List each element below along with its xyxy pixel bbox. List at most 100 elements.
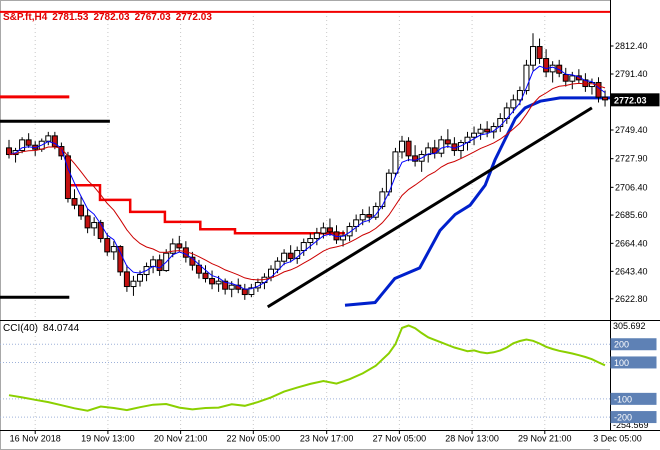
- time-axis-label: 22 Nov 05:00: [227, 434, 281, 444]
- candle-body: [248, 287, 255, 296]
- price-axis-label: 2727.90: [615, 154, 648, 164]
- candle-body: [569, 75, 576, 82]
- time-axis-label: 20 Nov 21:00: [154, 434, 208, 444]
- candle-body: [392, 151, 399, 174]
- time-axis-label: 23 Nov 17:00: [300, 434, 354, 444]
- ohlc-low: 2767.03: [134, 12, 171, 23]
- ohlc-open: 2781.53: [52, 12, 89, 23]
- candle-body: [399, 140, 405, 153]
- candle-body: [274, 260, 281, 270]
- candle-body: [228, 284, 235, 290]
- candle-body: [169, 243, 176, 254]
- time-axis-label: 29 Nov 21:00: [518, 434, 572, 444]
- candle-body: [84, 215, 91, 229]
- candle-body: [602, 96, 609, 101]
- candle-body: [307, 238, 314, 244]
- candle-body: [510, 99, 517, 109]
- candle-body: [379, 191, 386, 208]
- candle-body: [117, 246, 124, 273]
- candle-body: [287, 252, 294, 260]
- candle-body: [110, 246, 117, 253]
- price-axis-label: 2622.80: [615, 294, 648, 304]
- candle-body: [346, 226, 353, 237]
- candle-body: [516, 90, 523, 101]
- candle-body: [6, 147, 12, 156]
- symbol-period-label: S&P.ft,H4: [3, 12, 48, 23]
- ma-slow-line: [8, 82, 606, 281]
- cci-name: CCI(40): [3, 323, 39, 334]
- candle-body: [202, 272, 209, 280]
- candle-body: [477, 128, 484, 134]
- candle-body: [71, 198, 78, 206]
- price-axis-background: [610, 0, 660, 450]
- cci-level-badge-label: 200: [614, 340, 629, 350]
- candle-body: [281, 252, 288, 262]
- candle-body: [300, 242, 307, 252]
- candle-body: [176, 243, 183, 249]
- candle-body: [78, 204, 85, 217]
- cci-level-badge-label: -200: [614, 413, 632, 423]
- candle-body: [137, 274, 143, 282]
- blue-step-line: [344, 96, 611, 307]
- current-price-badge: [610, 93, 660, 107]
- cci-level-badge: [610, 338, 657, 351]
- candle-body: [523, 64, 530, 92]
- price-axis-label: 2685.60: [615, 210, 648, 220]
- price-axis-label: 2706.40: [615, 182, 648, 192]
- candle-body: [530, 46, 536, 66]
- candle-body: [25, 139, 32, 146]
- cci-line: [8, 324, 606, 412]
- ma-fast-line: [8, 65, 606, 290]
- candle-body: [91, 222, 98, 229]
- candle-body: [444, 139, 451, 145]
- time-axis-label: 3 Dec 05:00: [593, 434, 642, 444]
- candle-body: [543, 58, 550, 73]
- candle-body: [425, 147, 432, 156]
- cci-indicator-label: CCI(40) 84.0744: [3, 323, 84, 334]
- cci-max-label: 305.692: [613, 321, 646, 331]
- cci-level-badge-label: -100: [614, 394, 632, 404]
- candle-body: [156, 259, 163, 272]
- candle-body: [359, 214, 366, 221]
- cci-min-label: -254.569: [613, 420, 649, 430]
- ohlc-close: 2772.03: [175, 12, 212, 23]
- price-axis-label: 2664.40: [615, 238, 648, 248]
- candle-body: [222, 280, 229, 290]
- candle-body: [313, 232, 320, 240]
- candle-body: [405, 140, 412, 157]
- cci-level-badge: [610, 411, 657, 424]
- candle-body: [536, 46, 543, 60]
- candle-body: [471, 132, 478, 138]
- price-axis-label: 2643.40: [615, 266, 648, 276]
- cci-level-badge-label: 100: [614, 358, 629, 368]
- candle-body: [320, 227, 327, 234]
- time-axis-label: 27 Nov 05:00: [373, 434, 427, 444]
- cci-level-badge: [610, 392, 657, 405]
- current-price-label: 2772.03: [614, 95, 647, 105]
- candle-body: [484, 128, 491, 133]
- time-axis-label: 28 Nov 13:00: [445, 434, 499, 444]
- time-axis-label: 19 Nov 13:00: [81, 434, 135, 444]
- red-step-line-descending: [69, 183, 345, 235]
- candle-body: [123, 271, 130, 288]
- candle-body: [215, 280, 222, 285]
- candle-body: [209, 278, 216, 285]
- chart-title: S&P.ft,H4 2781.53 2782.03 2767.03 2772.03: [3, 12, 217, 23]
- ascending-trendline: [266, 106, 593, 309]
- price-axis-label: 2749.40: [615, 125, 648, 135]
- candle-body: [195, 264, 202, 274]
- candle-body: [45, 135, 52, 142]
- price-axis-label: 2791.40: [615, 69, 648, 79]
- candle-body: [130, 280, 137, 288]
- candle-body: [104, 238, 111, 253]
- candle-body: [150, 259, 157, 268]
- cci-value: 84.0744: [43, 323, 80, 334]
- candle-body: [549, 64, 556, 73]
- candle-body: [241, 288, 248, 296]
- candle-body: [19, 139, 26, 152]
- candle-body: [97, 222, 104, 240]
- candle-body: [562, 74, 569, 82]
- candle-body: [412, 155, 419, 162]
